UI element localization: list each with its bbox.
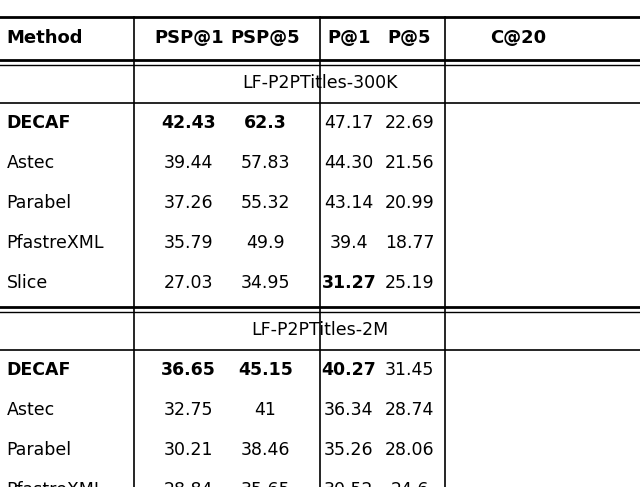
Text: 31.45: 31.45 [385,361,435,379]
Text: 45.15: 45.15 [238,361,293,379]
Text: 34.95: 34.95 [241,274,291,292]
Text: 44.30: 44.30 [324,154,373,172]
Text: 35.26: 35.26 [324,441,374,459]
Text: 49.9: 49.9 [246,234,285,252]
Text: 22.69: 22.69 [385,114,435,132]
Text: 27.03: 27.03 [164,274,214,292]
Text: PfastreXML: PfastreXML [6,481,104,487]
Text: 30.21: 30.21 [164,441,214,459]
Text: Parabel: Parabel [6,441,72,459]
Text: 57.83: 57.83 [241,154,291,172]
Text: 36.65: 36.65 [161,361,216,379]
Text: PSP@1: PSP@1 [154,30,223,47]
Text: 25.19: 25.19 [385,274,435,292]
Text: 32.75: 32.75 [164,401,214,419]
Text: 30.52: 30.52 [324,481,374,487]
Text: LF-P2PTitles-2M: LF-P2PTitles-2M [252,321,388,339]
Text: Astec: Astec [6,401,54,419]
Text: Parabel: Parabel [6,194,72,212]
Text: 18.77: 18.77 [385,234,435,252]
Text: LF-P2PTitles-300K: LF-P2PTitles-300K [243,74,397,92]
Text: P@1: P@1 [327,30,371,47]
Text: 28.84: 28.84 [164,481,214,487]
Text: 31.27: 31.27 [321,274,376,292]
Text: PfastreXML: PfastreXML [6,234,104,252]
Text: 43.14: 43.14 [324,194,373,212]
Text: Method: Method [6,30,83,47]
Text: 39.4: 39.4 [330,234,368,252]
Text: 42.43: 42.43 [161,114,216,132]
Text: 35.65: 35.65 [241,481,291,487]
Text: C@20: C@20 [490,30,547,47]
Text: 24.6: 24.6 [390,481,429,487]
Text: PSP@5: PSP@5 [231,30,300,47]
Text: 62.3: 62.3 [244,114,287,132]
Text: 41: 41 [255,401,276,419]
Text: Astec: Astec [6,154,54,172]
Text: 38.46: 38.46 [241,441,291,459]
Text: DECAF: DECAF [6,114,71,132]
Text: 28.74: 28.74 [385,401,435,419]
Text: 20.99: 20.99 [385,194,435,212]
Text: 47.17: 47.17 [324,114,374,132]
Text: 37.26: 37.26 [164,194,214,212]
Text: 35.79: 35.79 [164,234,214,252]
Text: 36.34: 36.34 [324,401,374,419]
Text: P@5: P@5 [388,30,431,47]
Text: 55.32: 55.32 [241,194,291,212]
Text: Slice: Slice [6,274,47,292]
Text: 21.56: 21.56 [385,154,435,172]
Text: 28.06: 28.06 [385,441,435,459]
Text: 39.44: 39.44 [164,154,214,172]
Text: 40.27: 40.27 [321,361,376,379]
Text: DECAF: DECAF [6,361,71,379]
